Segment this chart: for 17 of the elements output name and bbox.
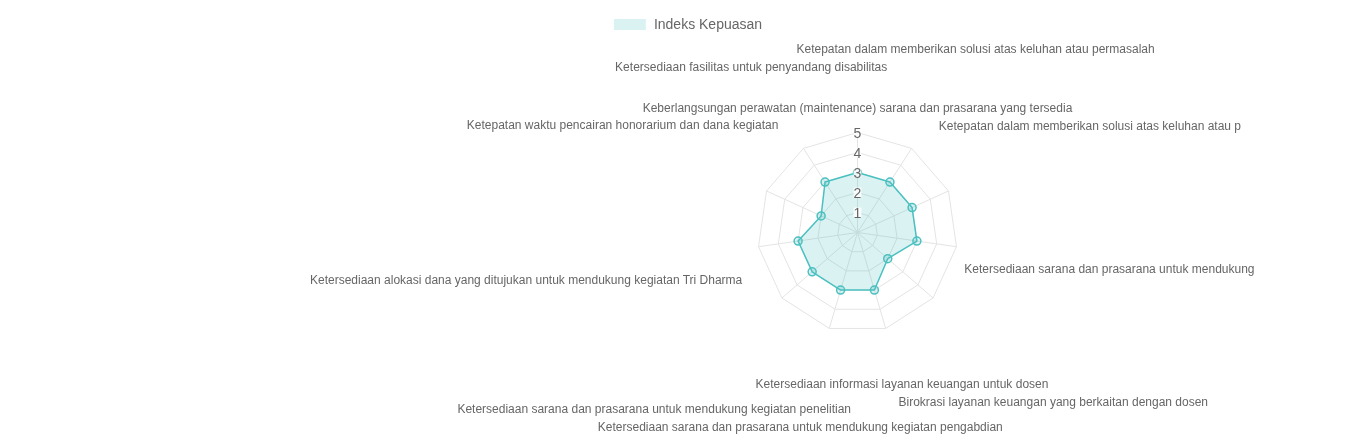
y-tick-label: 1 xyxy=(853,204,862,221)
spoke-label: Ketersediaan alokasi dana yang ditujukan untuk mendukung kegiatan Tri Dharma xyxy=(309,273,743,288)
spoke-label: Ketersediaan informasi layanan keuangan untuk dosen xyxy=(755,376,1049,391)
legend-label: Indeks Kepuasan xyxy=(653,16,763,32)
spoke-label: Ketersediaan sarana dan prasarana untuk mendukung kegiatan penelitian xyxy=(457,401,851,416)
spoke-label: Ketepatan dalam memberikan solusi atas keluhan atau permasalah xyxy=(796,41,1155,56)
spoke-label: Birokrasi layanan keuangan yang berkaitan dengan dosen xyxy=(898,395,1209,410)
spoke-label: Ketersediaan fasilitas untuk penyandang disabilitas xyxy=(615,60,888,75)
spoke-label: Ketersediaan sarana dan prasarana untuk mendukung xyxy=(964,261,1255,276)
spoke-label: Keberlangsungan perawatan (maintenance) sarana dan prasarana yang tersedia xyxy=(642,100,1073,115)
y-tick-label: 5 xyxy=(853,124,862,141)
spoke-label: Ketepatan dalam memberikan solusi atas keluhan atau p xyxy=(938,119,1242,134)
spoke-label: Ketersediaan sarana dan prasarana untuk mendukung kegiatan pengabdian xyxy=(597,420,1003,434)
y-tick-label: 4 xyxy=(853,144,862,161)
spoke-label: Ketepatan waktu pencairan honorarium dan dana kegiatan xyxy=(466,118,779,133)
y-tick-label: 2 xyxy=(853,184,862,201)
y-tick-label: 3 xyxy=(853,164,862,181)
